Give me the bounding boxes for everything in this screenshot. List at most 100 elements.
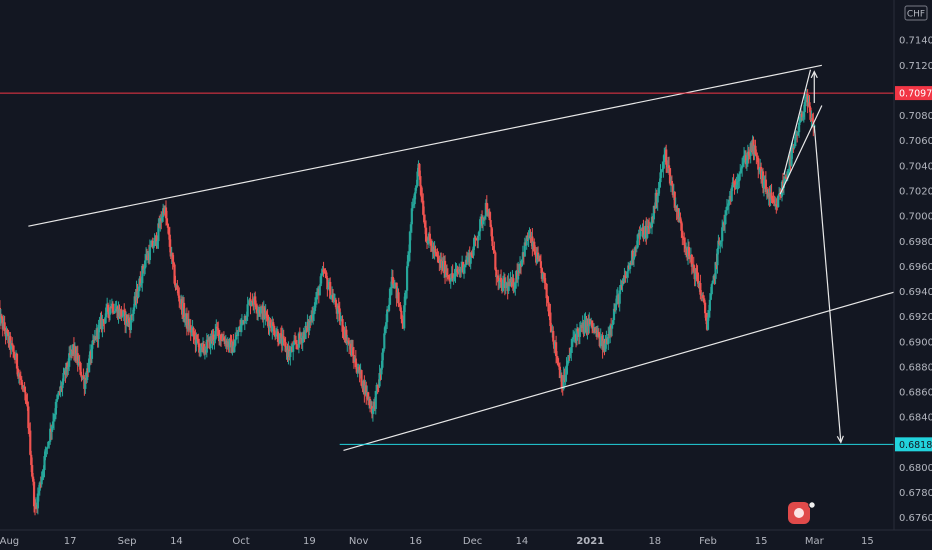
candle-body <box>322 269 325 272</box>
channel-upper-line[interactable] <box>28 64 822 227</box>
channel-lower-line[interactable] <box>343 291 895 452</box>
candle-body <box>670 180 673 185</box>
time-tick-label: Aug <box>0 536 19 547</box>
time-tick-label: Feb <box>699 536 717 547</box>
candle-body <box>777 195 780 207</box>
candle-body <box>153 237 156 247</box>
candle-body <box>195 334 198 345</box>
price-labels: 0.70979 0.68184 <box>895 86 932 452</box>
candle-body <box>215 326 218 331</box>
candle-body <box>742 155 746 163</box>
price-label-text: 0.68184 <box>899 440 932 451</box>
candle-body <box>419 176 422 187</box>
candle-body <box>26 402 29 407</box>
candle-body <box>259 308 263 314</box>
time-tick-label: 15 <box>861 536 874 547</box>
candle-body <box>539 261 543 269</box>
projection-arrow[interactable] <box>813 125 842 443</box>
candle-body <box>52 418 56 422</box>
candle-body <box>80 374 83 378</box>
candle-body <box>571 339 574 348</box>
candle-body <box>550 326 553 333</box>
candle-body <box>235 335 238 340</box>
candle-body <box>66 362 69 369</box>
candle-body <box>679 217 682 222</box>
candle-body <box>754 145 757 155</box>
candle-body <box>282 336 285 339</box>
candle-body <box>727 199 730 206</box>
candle-body <box>265 312 268 316</box>
candle-body <box>351 347 355 355</box>
candle-body <box>10 343 13 350</box>
candle-body <box>159 218 162 228</box>
candle-body <box>741 162 745 166</box>
candle-body <box>69 350 73 355</box>
candle-body <box>562 375 565 389</box>
currency-badge[interactable] <box>904 5 928 21</box>
candle-body <box>791 147 794 151</box>
candle-body <box>479 219 482 232</box>
candle-body <box>783 177 786 184</box>
candle-body <box>757 157 760 170</box>
candle-body <box>699 282 702 295</box>
candle-body <box>711 280 714 285</box>
candle-body <box>304 325 307 339</box>
candle-body <box>703 298 706 303</box>
candle-body <box>132 307 135 314</box>
candle-body <box>169 246 172 257</box>
candle-body <box>558 366 561 379</box>
candle-body <box>573 335 576 338</box>
wedge-upper-line[interactable] <box>783 69 812 175</box>
candle-body <box>808 102 811 108</box>
candle-body <box>355 367 358 373</box>
candle-body <box>312 314 315 320</box>
candle-body <box>47 441 50 447</box>
candle-body <box>720 241 723 243</box>
candle-body <box>32 476 35 482</box>
candle-body <box>700 294 703 296</box>
wedge-lower-line[interactable] <box>779 105 823 195</box>
candle-body <box>133 296 136 308</box>
price-label-box <box>895 86 932 101</box>
time-axis-ticks: Aug 17 Sep 14 Oct 19 Nov 16 Dec 14 2021 18 Feb 15 Mar 1… <box>0 536 874 547</box>
candle-body <box>294 341 298 345</box>
candle-body <box>507 281 510 291</box>
candle-body <box>382 348 385 353</box>
candle-body <box>623 275 626 282</box>
candle-body <box>48 441 51 443</box>
time-tick-label: 17 <box>64 536 77 547</box>
candle-body <box>447 275 450 278</box>
candle-body <box>443 260 447 277</box>
candle-body <box>569 352 572 356</box>
time-axis[interactable] <box>0 530 932 550</box>
candle-body <box>216 326 219 329</box>
candle-body <box>314 299 318 303</box>
candle-body <box>800 113 804 118</box>
candle-body <box>428 233 431 241</box>
candle-body <box>298 333 301 339</box>
candle-body <box>380 367 383 375</box>
candle-body <box>660 170 663 173</box>
logo-badge[interactable] <box>788 501 816 524</box>
candle-body <box>130 315 133 316</box>
candle-body <box>453 274 456 279</box>
candle-body <box>770 192 773 199</box>
candle-body <box>18 374 21 378</box>
candle-body <box>490 227 493 237</box>
candle-body <box>786 171 789 179</box>
candle-body <box>448 277 451 282</box>
candle-body <box>137 290 140 298</box>
time-tick-label: 19 <box>303 536 316 547</box>
candle-body <box>332 300 336 303</box>
candle-body <box>331 294 335 303</box>
candle-body <box>533 241 536 252</box>
candle-body <box>148 246 151 261</box>
candle-body <box>460 269 463 271</box>
candle-body <box>481 218 485 225</box>
candle-body <box>706 317 710 330</box>
candle-body <box>284 342 287 352</box>
